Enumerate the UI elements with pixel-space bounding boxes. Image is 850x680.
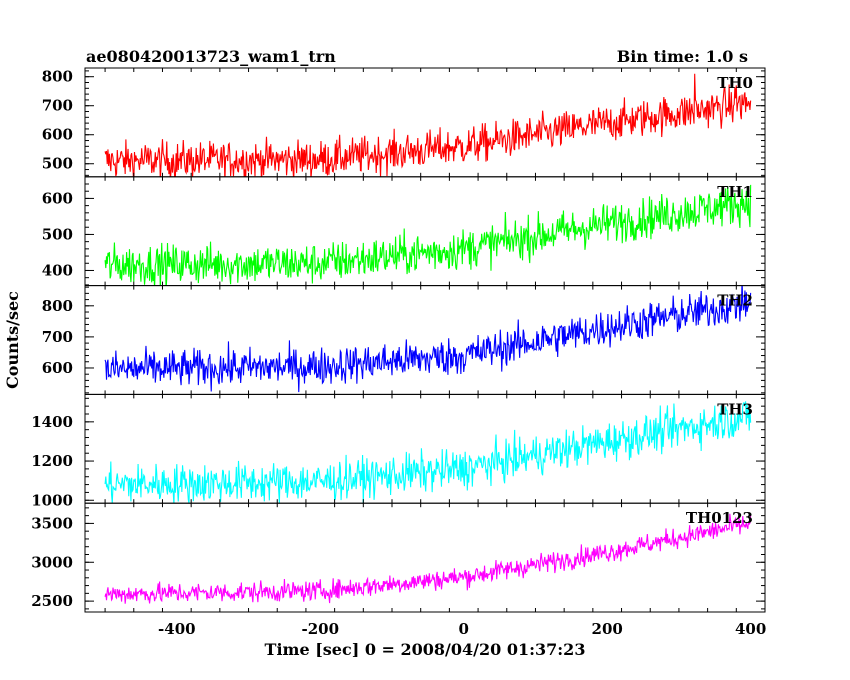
- chart-title-left: ae080420013723_wam1_trn: [86, 47, 336, 66]
- series-label-th2: TH2: [717, 292, 753, 310]
- panel-frame: [84, 285, 766, 395]
- y-tick-label: 800: [42, 68, 73, 86]
- series-label-th3: TH3: [717, 400, 753, 418]
- panel-th3: 1000 1200 1400 TH3: [31, 393, 766, 509]
- panel-frame: [84, 176, 766, 287]
- panel-th1: 400 500 600 TH1: [42, 176, 766, 287]
- panel-frame: [84, 502, 766, 613]
- panel-th0123: 2500 3000 3500 TH0123: [31, 502, 766, 613]
- y-tick-label: 600: [42, 189, 73, 207]
- y-tick-label: 600: [42, 126, 73, 144]
- y-tick-label: 1000: [31, 491, 73, 509]
- series-line-th2: [104, 285, 752, 393]
- y-tick-label: 700: [42, 97, 73, 115]
- y-tick-label: 500: [42, 225, 73, 243]
- panel-th2: 600 700 800 TH2: [42, 285, 766, 395]
- x-tick-label: 200: [592, 620, 623, 638]
- y-tick-label: 2500: [31, 592, 73, 610]
- y-tick-label: 3000: [31, 553, 73, 571]
- panel-th0: 500 600 700 800 TH0: [42, 67, 766, 178]
- y-tick-label: 600: [42, 359, 73, 377]
- y-tick-label: 3500: [31, 514, 73, 532]
- series-line-th3: [104, 401, 752, 504]
- x-axis-ticks: -400 -200 0 200 400: [158, 620, 766, 638]
- series-label-th0123: TH0123: [686, 509, 753, 527]
- y-tick-label: 800: [42, 297, 73, 315]
- y-axis-label: Counts/sec: [3, 291, 22, 389]
- series-line-th0: [104, 73, 752, 177]
- y-tick-label: 500: [42, 155, 73, 173]
- y-tick-label: 700: [42, 328, 73, 346]
- panels-group: 500 600 700 800 TH0 400 500 600 TH1 600 700 800 TH2 1…: [31, 67, 766, 613]
- x-tick-label: 0: [459, 620, 469, 638]
- series-line-th0123: [104, 513, 752, 604]
- y-tick-label: 1400: [31, 413, 73, 431]
- y-tick-label: 400: [42, 261, 73, 279]
- series-label-th0: TH0: [717, 74, 753, 92]
- x-tick-label: 400: [735, 620, 766, 638]
- y-tick-label: 1200: [31, 452, 73, 470]
- chart-title-right: Bin time: 1.0 s: [617, 47, 748, 66]
- x-tick-label: -400: [158, 620, 196, 638]
- x-axis-label: Time [sec] 0 = 2008/04/20 01:37:23: [265, 640, 586, 659]
- series-label-th1: TH1: [717, 183, 753, 201]
- series-line-th1: [104, 184, 752, 286]
- x-tick-label: -200: [302, 620, 340, 638]
